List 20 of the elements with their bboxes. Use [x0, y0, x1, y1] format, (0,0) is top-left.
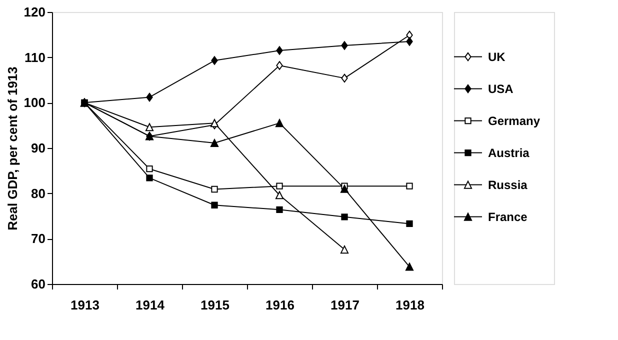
- x-tick-label: 1913: [70, 298, 100, 312]
- y-tick-label: 60: [31, 276, 46, 292]
- legend-label: Russia: [488, 178, 528, 192]
- y-tick-label: 90: [31, 140, 46, 156]
- legend-label: Austria: [488, 146, 530, 160]
- legend-label: UK: [488, 50, 506, 64]
- y-tick-label: 70: [31, 231, 46, 246]
- x-tick-label: 1918: [396, 298, 424, 312]
- legend-label: France: [488, 210, 528, 224]
- x-tick-label: 1915: [200, 298, 230, 312]
- x-tick-label: 1917: [330, 298, 360, 312]
- y-tick-label: 100: [24, 95, 46, 110]
- y-axis-title: Real GDP, per cent of 1913: [4, 66, 20, 230]
- x-tick-label: 1914: [136, 298, 166, 312]
- y-tick-label: 80: [31, 186, 46, 201]
- x-tick-label: 1916: [266, 298, 294, 312]
- y-tick-label: 110: [24, 50, 46, 65]
- legend-label: USA: [488, 82, 514, 96]
- legend-label: Germany: [488, 114, 540, 128]
- y-tick-label: 120: [24, 4, 46, 20]
